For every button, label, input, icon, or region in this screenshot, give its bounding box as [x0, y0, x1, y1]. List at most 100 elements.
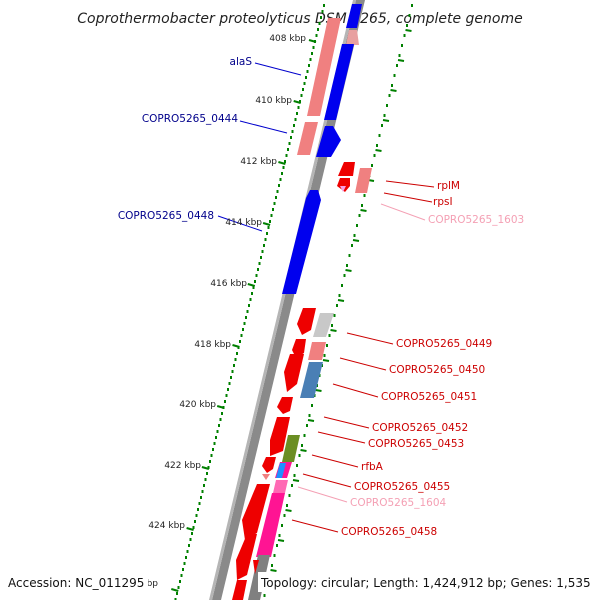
gene-label-copro5265-0455[interactable]: COPRO5265_0455 [354, 481, 450, 493]
track-dot [306, 70, 309, 73]
tick-label: 416 kbp [210, 279, 247, 289]
track-dot [236, 352, 238, 355]
major-tick [247, 283, 256, 287]
footer-left-bg [0, 572, 148, 592]
gene-arrow [346, 4, 362, 28]
track-dot [176, 592, 178, 595]
gene-arrow [256, 493, 285, 557]
track-dot [386, 104, 388, 107]
track-dot [336, 304, 338, 307]
track-dot [341, 284, 343, 287]
gene-arrow [308, 342, 326, 360]
track-dot [291, 484, 293, 487]
gene-arrow [346, 30, 359, 45]
track-dot [371, 164, 373, 167]
gene-arrow [284, 354, 304, 392]
gene-label-copro5265-0451[interactable]: COPRO5265_0451 [381, 391, 477, 403]
track-dot [309, 58, 312, 61]
track-dot [276, 544, 278, 547]
track-dot [195, 514, 198, 517]
gene-label-copro5265-0453[interactable]: COPRO5265_0453 [368, 438, 464, 450]
tick-label: 408 kbp [269, 34, 306, 44]
track-dot [403, 34, 406, 37]
tick-label-partial: bp [147, 579, 159, 589]
track-dot [251, 292, 253, 295]
leader-line [339, 357, 387, 371]
gene-label-copro5265-0450[interactable]: COPRO5265_0450 [389, 364, 485, 376]
track-dot [283, 514, 286, 517]
major-tick [293, 100, 301, 104]
track-dot [376, 144, 378, 147]
track-dot [321, 10, 324, 13]
gene-label-copro5265-0444[interactable]: COPRO5265_0444 [142, 113, 239, 125]
track-dot [396, 64, 398, 67]
track-dot [240, 334, 243, 337]
track-dot [358, 214, 361, 217]
leader-line [239, 120, 288, 134]
gene-label-copro5265-0448[interactable]: COPRO5265_0448 [118, 210, 214, 222]
minor-tick [337, 299, 345, 302]
track-dot [311, 52, 313, 55]
gene-label-copro5265-0452[interactable]: COPRO5265_0452 [372, 422, 468, 434]
track-dot [306, 424, 308, 427]
gene-arrow [282, 190, 321, 294]
gene-label-alas[interactable]: alaS [230, 56, 253, 68]
gene-label-copro5265-0458[interactable]: COPRO5265_0458 [341, 526, 437, 538]
track-dot [269, 220, 271, 223]
track-dot [197, 508, 199, 511]
track-dot [215, 436, 217, 439]
track-dot [174, 598, 177, 600]
track-dot [278, 184, 280, 187]
tick-label: 412 kbp [240, 157, 277, 167]
track-dot [210, 454, 213, 457]
track-dot [279, 178, 282, 181]
track-dot [303, 434, 306, 437]
gene-label-copro5265-0449[interactable]: COPRO5265_0449 [396, 338, 492, 350]
track-dot [219, 418, 222, 421]
track-dot [293, 124, 295, 127]
track-dot [378, 134, 381, 137]
track-dot [288, 142, 291, 145]
gene-label-copro5265-1604[interactable]: COPRO5265_1604 [350, 497, 447, 509]
leader-line [291, 519, 339, 533]
track-dot [318, 22, 321, 25]
track-dot [221, 412, 223, 415]
track-dot [281, 172, 283, 175]
track-dot [209, 460, 211, 463]
gene-arrow [316, 126, 341, 157]
footer-right-bg [258, 572, 600, 592]
track-dot [320, 16, 322, 19]
major-tick [186, 527, 194, 531]
track-dot [284, 160, 286, 163]
minor-tick [270, 569, 277, 572]
track-dot [191, 532, 193, 535]
track-dot [246, 310, 249, 313]
track-dot [308, 414, 311, 417]
gene-label-rfba[interactable]: rfbA [361, 461, 384, 473]
minor-tick [285, 509, 292, 512]
accession-text: Accession: NC_011295 [8, 576, 144, 590]
gene-arrow [355, 168, 372, 193]
track-dot [373, 154, 376, 157]
track-dot [353, 234, 356, 237]
kbp-ticks [171, 29, 412, 592]
track-dot [239, 340, 241, 343]
track-dot [286, 504, 288, 507]
track-dot [201, 490, 204, 493]
minor-tick [292, 479, 300, 482]
minor-tick [315, 389, 322, 392]
major-tick [278, 161, 286, 165]
track-dot [180, 574, 183, 577]
gene-label-copro5265-1603[interactable]: COPRO5265_1603 [428, 214, 524, 226]
gene-label-rpsi[interactable]: rpsI [433, 196, 453, 208]
track-dot [200, 496, 202, 499]
track-dot [264, 238, 267, 241]
track-dot [183, 562, 186, 565]
track-dot [266, 232, 268, 235]
track-dot [398, 54, 401, 57]
label-leader-lines [217, 62, 435, 533]
gene-label-rplm[interactable]: rplM [437, 180, 460, 192]
gene-features [209, 0, 372, 600]
